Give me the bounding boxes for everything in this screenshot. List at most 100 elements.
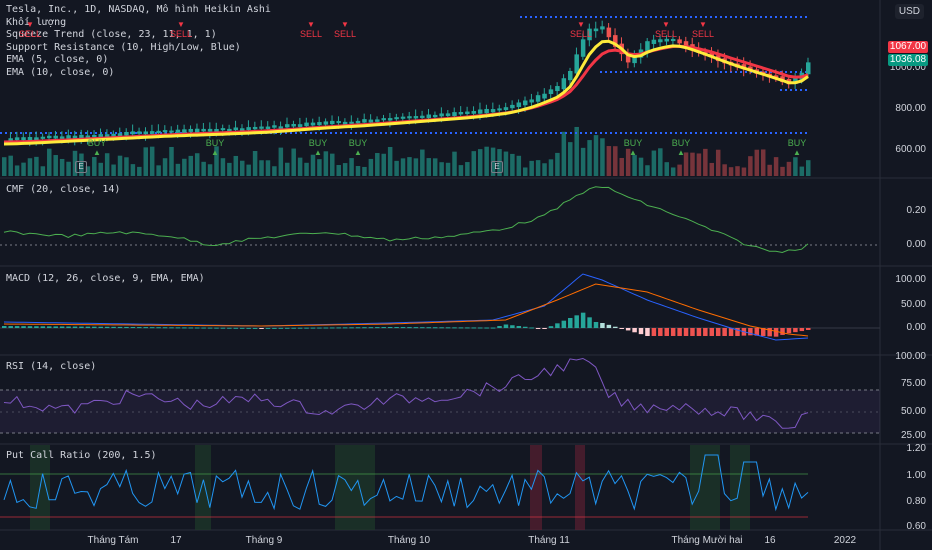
volume-bar <box>278 147 284 176</box>
volume-bar <box>143 147 149 176</box>
candle-body <box>555 86 560 92</box>
volume-bar <box>741 167 747 176</box>
candle-body <box>297 124 303 127</box>
macd-histogram-bar <box>92 326 97 328</box>
macd-histogram-bar <box>156 327 161 329</box>
pcr-title[interactable]: Put Call Ratio (200, 1.5) <box>6 450 157 461</box>
macd-histogram-bar <box>27 326 33 328</box>
pcr-highlight <box>575 445 585 530</box>
macd-histogram-bar <box>162 327 168 329</box>
pcr-highlight <box>730 445 750 530</box>
macd-histogram-bar <box>272 327 277 329</box>
macd-histogram-bar <box>651 328 657 336</box>
volume-bar <box>735 166 740 176</box>
macd-histogram-bar <box>490 327 496 329</box>
volume-bar <box>2 157 7 176</box>
macd-histogram-bar <box>458 327 464 329</box>
volume-bar <box>458 165 464 176</box>
arrow-up-icon: ▲ <box>93 148 101 157</box>
macd-histogram-bar <box>169 327 174 329</box>
currency-button[interactable]: USD <box>894 4 924 19</box>
candle-body <box>47 135 52 139</box>
candle-body <box>117 133 123 136</box>
volume-bar <box>773 157 779 176</box>
candle-body <box>535 95 541 102</box>
price-tag-red: 1067.00 <box>888 41 928 53</box>
macd-histogram-bar <box>214 327 219 329</box>
candle-body <box>124 132 129 136</box>
macd-histogram-bar <box>252 327 258 329</box>
buy-marker: BUY ▲ <box>87 138 107 157</box>
macd-histogram-bar <box>98 326 103 328</box>
candle-body <box>355 120 361 124</box>
buy-marker: BUY ▲ <box>205 138 225 157</box>
candle-body <box>773 75 779 79</box>
macd-histogram-bar <box>542 328 547 329</box>
volume-bar <box>587 140 592 176</box>
macd-histogram-bar <box>754 328 760 336</box>
volume-bar <box>201 161 206 176</box>
candle-body <box>368 119 374 123</box>
candle-body <box>310 122 316 126</box>
candle-body <box>375 119 380 122</box>
rsi-axis-label: 100.00 <box>895 351 926 362</box>
earnings-icon[interactable]: E <box>75 161 87 173</box>
candle-body <box>600 26 605 30</box>
candle-body <box>98 134 103 138</box>
macd-histogram-bar <box>735 328 740 336</box>
macd-histogram-bar <box>670 328 676 336</box>
candle-body <box>214 128 219 132</box>
volume-bar <box>130 164 136 176</box>
macd-histogram-bar <box>748 328 753 336</box>
volume-bar <box>510 153 515 176</box>
time-axis-label: Tháng 9 <box>245 535 283 546</box>
legend-squeeze-trend[interactable]: Squeeze Trend (close, 23, 11, 1, 1) <box>6 29 217 40</box>
legend-volume[interactable]: Khối lượng <box>6 16 67 28</box>
volume-bar <box>111 164 116 176</box>
volume-bar <box>162 158 168 176</box>
candle-body <box>574 54 579 74</box>
candle-body <box>239 128 245 131</box>
earnings-icon[interactable]: E <box>491 161 503 173</box>
pcr-axis-label: 0.60 <box>906 521 926 532</box>
pcr-axis-label: 1.00 <box>906 470 926 481</box>
volume-bar <box>709 162 715 176</box>
macd-histogram-bar <box>323 327 329 329</box>
volume-bar <box>516 155 522 176</box>
macd-histogram-bar <box>690 328 695 336</box>
volume-bar <box>432 158 438 176</box>
macd-line <box>3 273 809 341</box>
legend-ema-10[interactable]: EMA (10, close, 0) <box>6 66 115 78</box>
price-axis-label: 600.00 <box>895 144 926 155</box>
cmf-title[interactable]: CMF (20, close, 14) <box>6 184 121 195</box>
macd-histogram-bar <box>613 326 618 328</box>
volume-bar <box>117 155 123 176</box>
candle-body <box>645 41 650 52</box>
volume-bar <box>194 153 200 176</box>
macd-histogram-bar <box>638 328 644 335</box>
volume-bar <box>66 161 71 176</box>
macd-histogram-bar <box>568 318 573 328</box>
volume-bar <box>452 151 457 176</box>
legend-ema-5[interactable]: EMA (5, close, 0) <box>6 54 109 65</box>
rsi-title[interactable]: RSI (14, close) <box>6 361 97 372</box>
macd-histogram-bar <box>709 328 715 336</box>
legend-symbol[interactable]: Tesla, Inc., 1D, NASDAQ, Mô hình Heikin … <box>6 4 271 15</box>
volume-bar <box>561 131 567 176</box>
macd-title[interactable]: MACD (12, 26, close, 9, EMA, EMA) <box>6 273 205 284</box>
macd-histogram-bar <box>497 326 502 328</box>
macd-histogram-bar <box>587 317 592 328</box>
macd-histogram-bar <box>619 328 624 329</box>
volume-bar <box>497 149 502 176</box>
candle-body <box>59 136 65 139</box>
candle-body <box>349 121 354 124</box>
macd-histogram-bar <box>310 327 316 329</box>
macd-histogram-bar <box>375 327 380 329</box>
candle-body <box>613 35 618 47</box>
legend-support-resistance[interactable]: Support Resistance (10, High/Low, Blue) <box>6 41 241 53</box>
macd-histogram-bar <box>555 323 560 328</box>
candle-body <box>175 129 181 133</box>
candle-body <box>72 135 78 139</box>
volume-bar <box>574 126 579 176</box>
